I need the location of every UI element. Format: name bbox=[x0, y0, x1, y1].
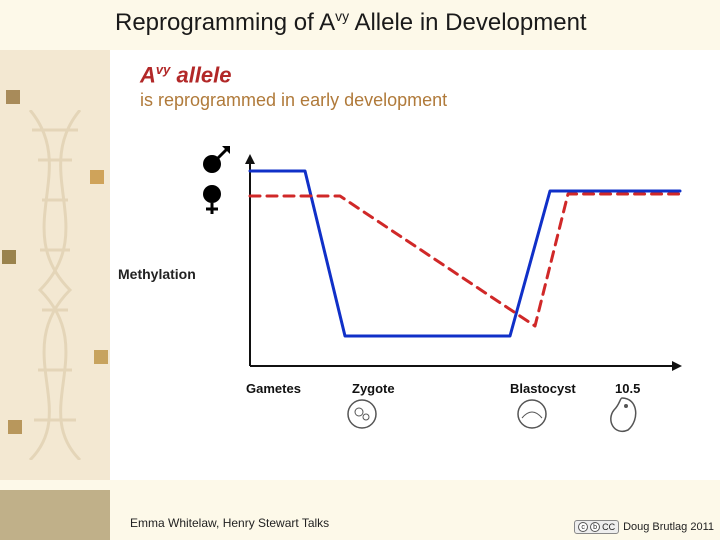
x-axis-label: Zygote bbox=[352, 381, 395, 396]
figure-subtitle: is reprogrammed in early development bbox=[140, 90, 447, 111]
y-axis-label: Methylation bbox=[118, 266, 196, 282]
x-axis-label: Blastocyst bbox=[510, 381, 576, 396]
title-post: Allele in Development bbox=[349, 9, 586, 36]
footer-credit: Emma Whitelaw, Henry Stewart Talks bbox=[130, 516, 329, 530]
decor-square bbox=[2, 250, 16, 264]
allele-name: Avy allele bbox=[140, 62, 447, 88]
cc-badge-icon: cb CC bbox=[574, 520, 619, 534]
footer: Emma Whitelaw, Henry Stewart Talks cb CC… bbox=[0, 490, 720, 540]
decor-square bbox=[90, 170, 104, 184]
slide-title: Reprogramming of Avy Allele in Developme… bbox=[115, 8, 705, 37]
x-axis-label: Gametes bbox=[246, 381, 301, 396]
slide: Reprogramming of Avy Allele in Developme… bbox=[0, 0, 720, 540]
dna-helix-icon bbox=[20, 110, 90, 460]
x-axis-label: 10.5 bbox=[615, 381, 640, 396]
footer-right: cb CC Doug Brutlag 2011 bbox=[574, 520, 714, 534]
figure-title: Avy allele is reprogrammed in early deve… bbox=[140, 62, 447, 111]
methylation-chart: Methylation GametesZygoteBlastocyst10.5 bbox=[140, 136, 700, 436]
decor-square bbox=[6, 90, 20, 104]
footer-author: Doug Brutlag 2011 bbox=[623, 521, 714, 533]
content-area: Avy allele is reprogrammed in early deve… bbox=[110, 50, 720, 480]
footer-accent-block bbox=[0, 490, 110, 540]
title-pre: Reprogramming of A bbox=[115, 9, 335, 36]
decor-square bbox=[8, 420, 22, 434]
title-sup: vy bbox=[335, 8, 349, 24]
chart-svg bbox=[140, 136, 700, 456]
decor-square bbox=[94, 350, 108, 364]
left-decor-strip bbox=[0, 50, 110, 480]
